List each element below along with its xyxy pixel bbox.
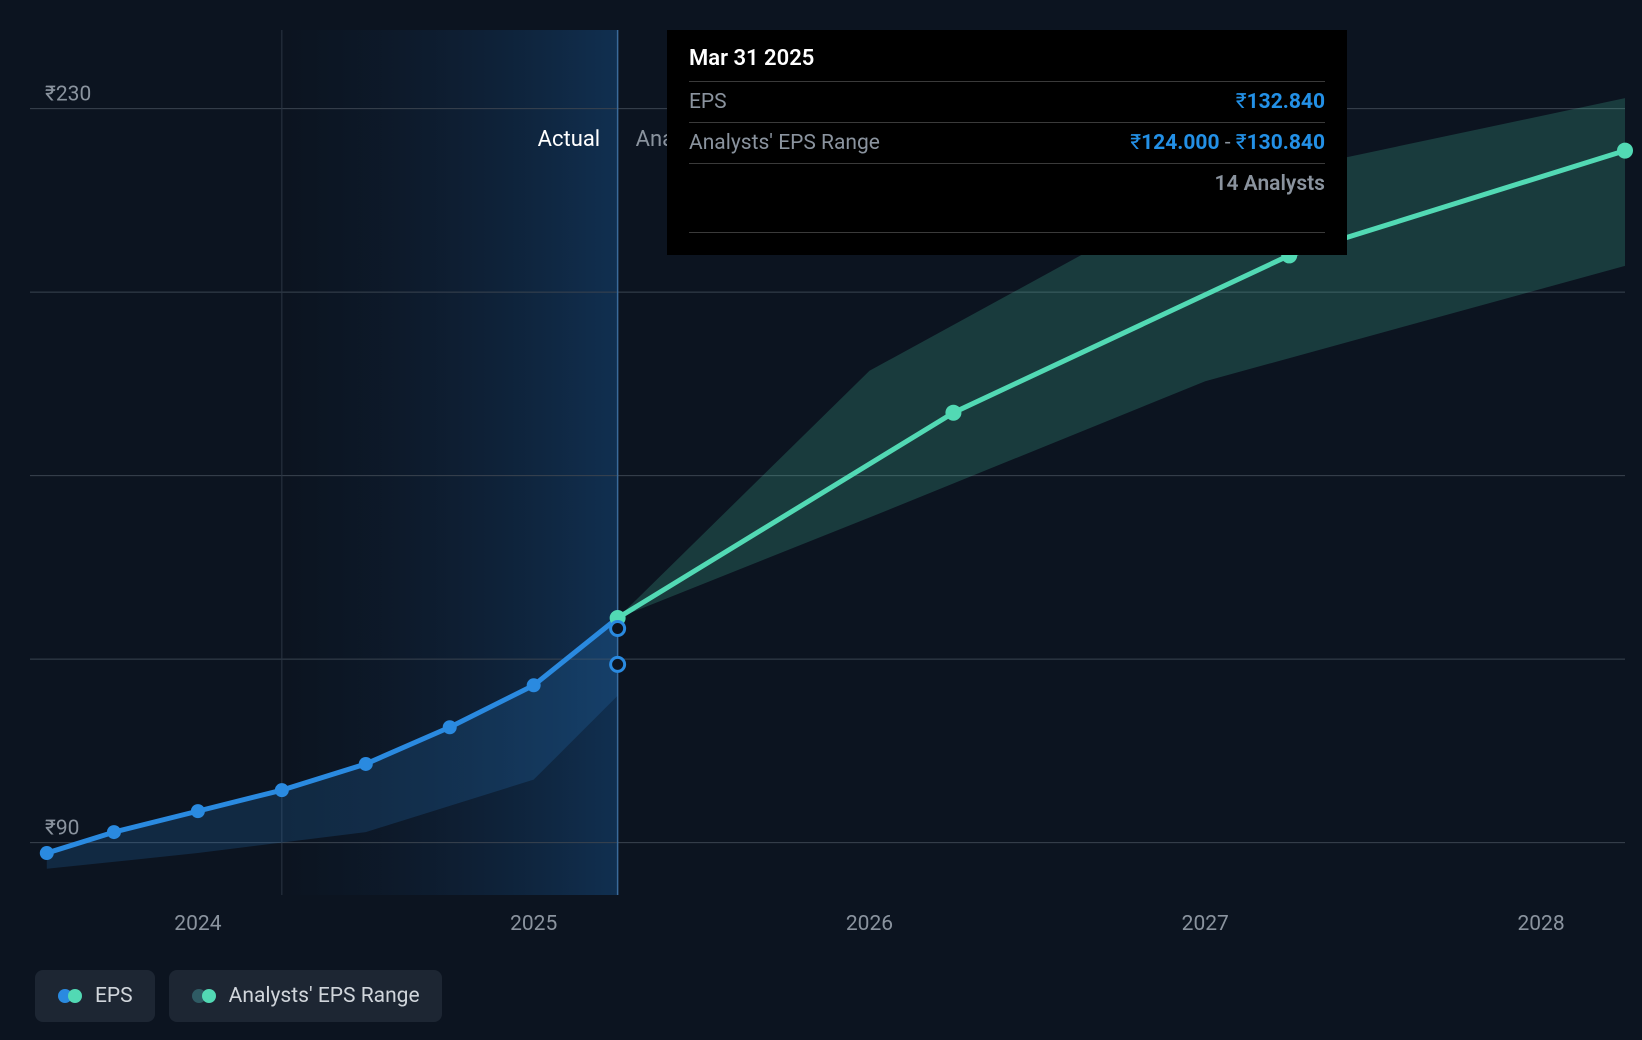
tooltip-row-value: ₹124.000 - ₹130.840 — [1130, 131, 1325, 155]
tooltip-row-label: EPS — [689, 90, 727, 114]
tooltip-row: EPS ₹132.840 — [689, 81, 1325, 122]
legend-item[interactable]: Analysts' EPS Range — [169, 970, 442, 1022]
tooltip-title: Mar 31 2025 — [689, 46, 1325, 81]
chart-legend: EPS Analysts' EPS Range — [35, 970, 442, 1022]
legend-label: Analysts' EPS Range — [229, 984, 420, 1008]
legend-swatch-icon — [57, 988, 83, 1004]
svg-text:2024: 2024 — [174, 912, 221, 936]
tooltip-row-value: ₹132.840 — [1236, 90, 1325, 114]
chart-tooltip: Mar 31 2025 EPS ₹132.840 Analysts' EPS Ran… — [667, 30, 1347, 255]
legend-item[interactable]: EPS — [35, 970, 155, 1022]
svg-text:2027: 2027 — [1182, 912, 1229, 936]
svg-text:2028: 2028 — [1517, 912, 1564, 936]
tooltip-row-label: Analysts' EPS Range — [689, 131, 880, 155]
svg-text:₹90: ₹90 — [45, 817, 79, 841]
legend-swatch-icon — [191, 988, 217, 1004]
svg-text:2025: 2025 — [510, 912, 557, 936]
legend-label: EPS — [95, 984, 133, 1008]
eps-forecast-chart: ₹90 ₹230 2024 2025 2026 2027 2028 Actual Analy… — [0, 0, 1642, 1040]
tooltip-analyst-count: 14 Analysts — [1214, 172, 1325, 196]
section-label-actual: Actual — [538, 127, 601, 152]
svg-text:2026: 2026 — [846, 912, 893, 936]
tooltip-row: Analysts' EPS Range ₹124.000 - ₹130.840 — [689, 122, 1325, 163]
svg-text:₹230: ₹230 — [45, 83, 91, 107]
